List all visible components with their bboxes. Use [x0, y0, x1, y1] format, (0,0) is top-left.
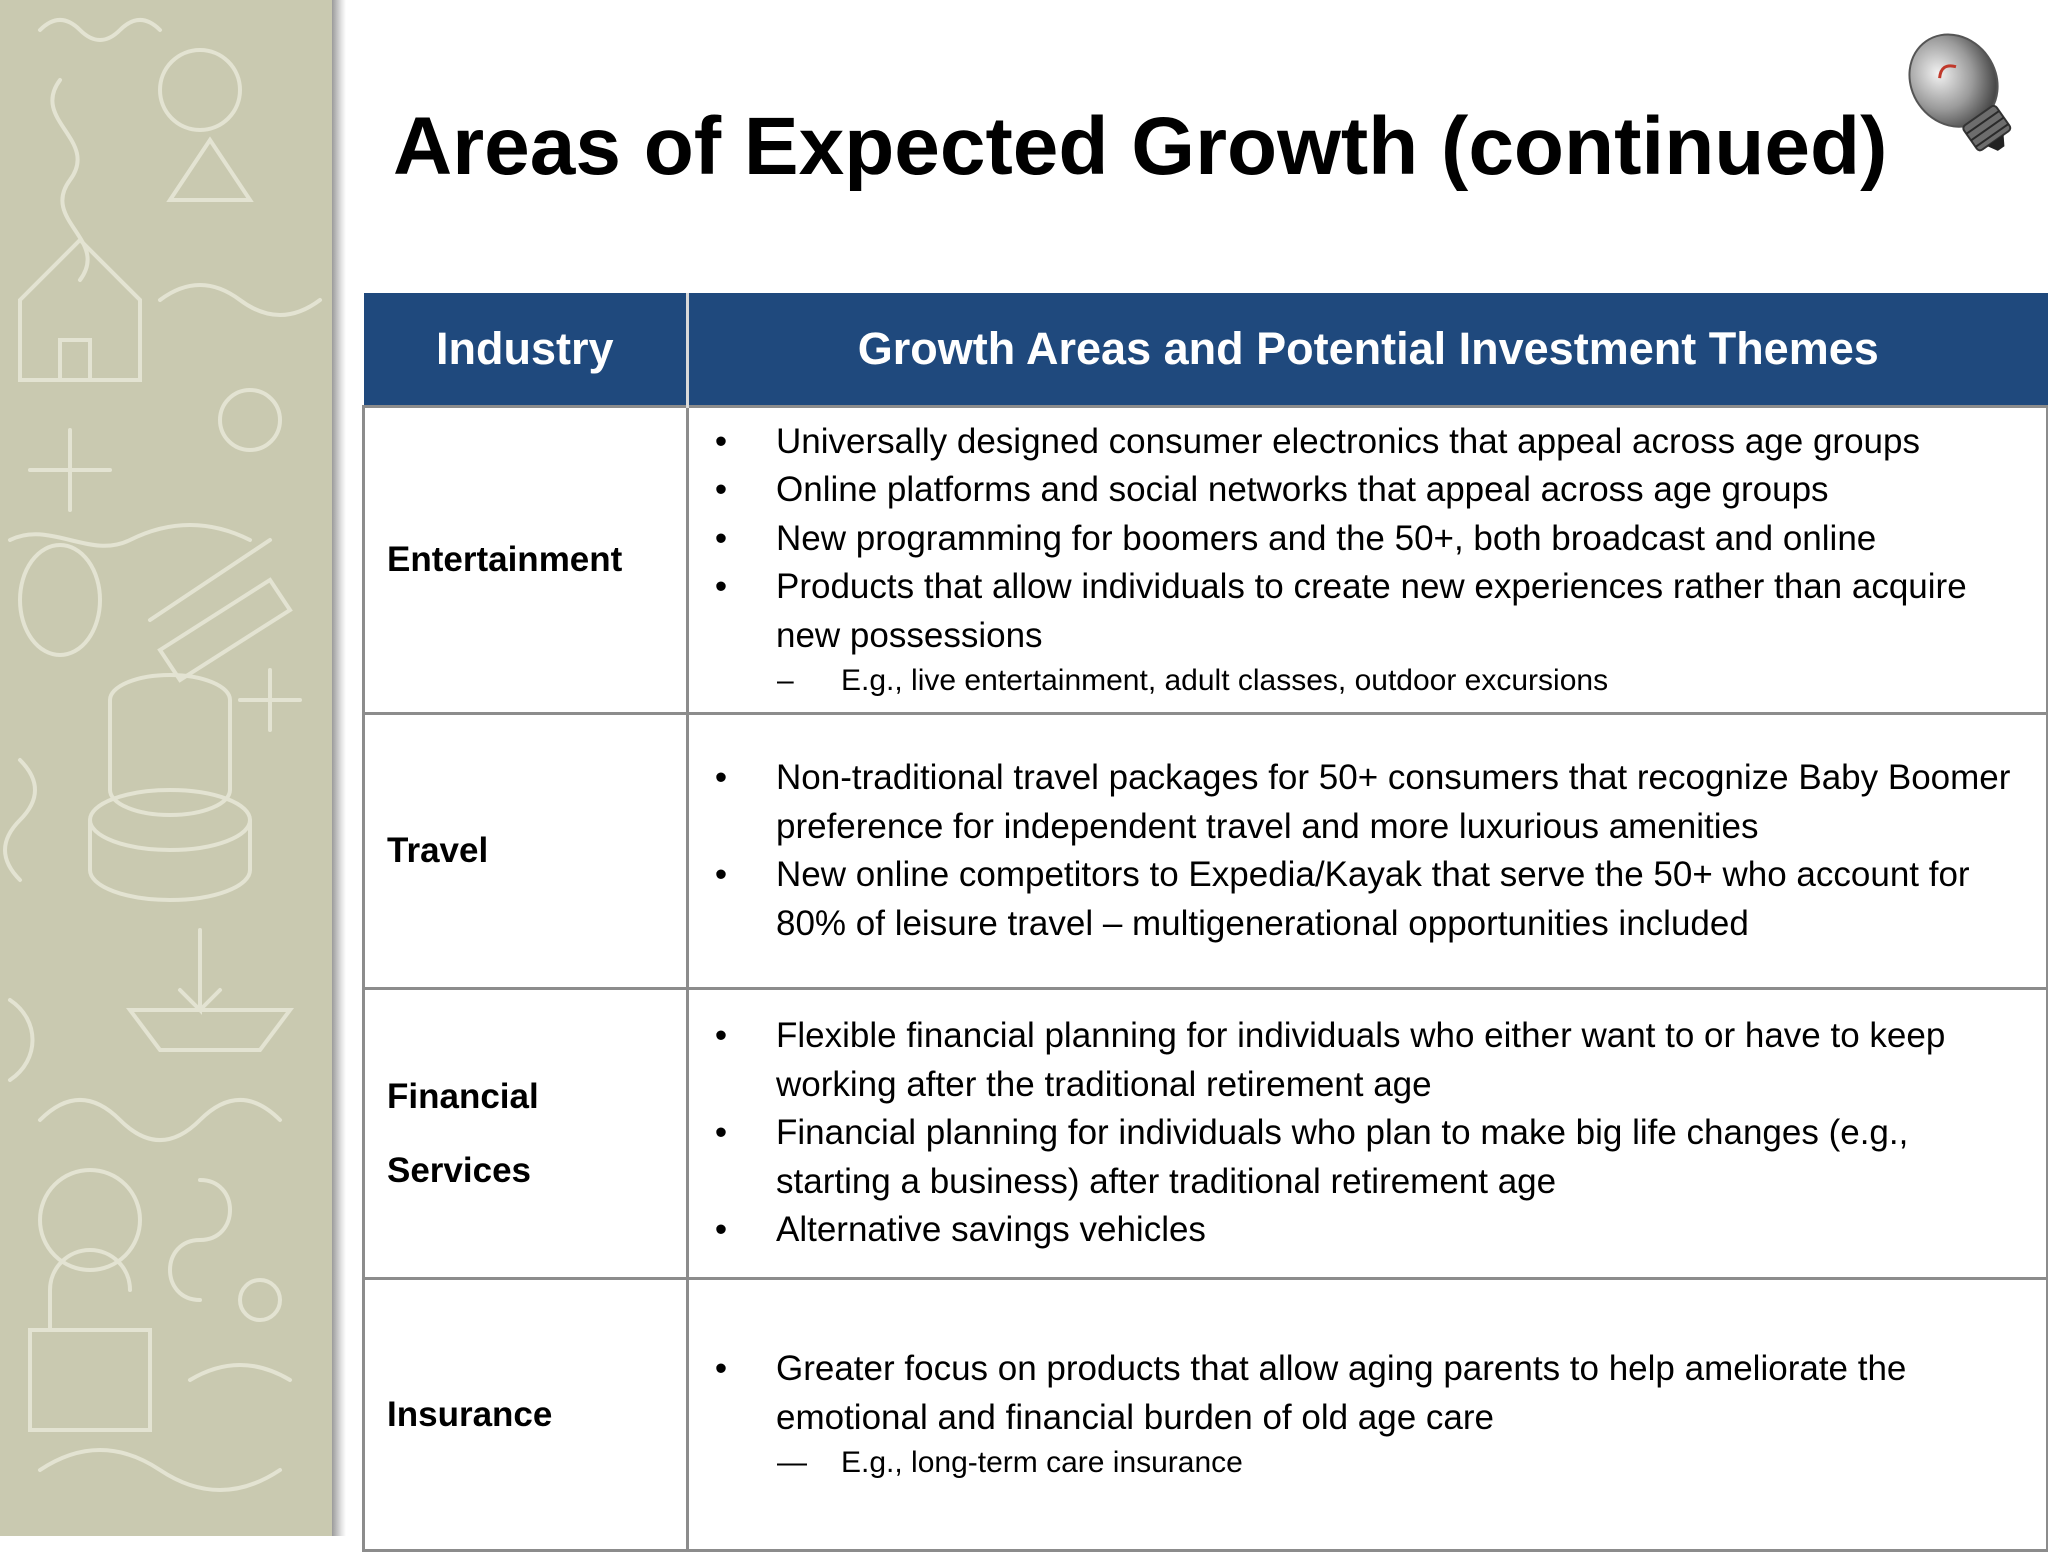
bullet-icon: •: [714, 1016, 728, 1056]
list-item: • Greater focus on products that allow ag…: [689, 1345, 2046, 1442]
header-industry: Industry: [363, 293, 689, 407]
list-item: • New programming for boomers and the 50+…: [689, 515, 2046, 564]
industry-cell: Entertainment: [362, 405, 689, 715]
themes-cell: • Flexible financial planning for individ…: [686, 987, 2048, 1280]
growth-areas-table: Industry Growth Areas and Potential Inve…: [362, 293, 2048, 1552]
list-item: • Flexible financial planning for individ…: [689, 1012, 2046, 1109]
decorative-sidebar: [0, 0, 332, 1536]
themes-cell: • Universally designed consumer electroni…: [686, 405, 2048, 715]
industry-cell: Insurance: [362, 1277, 689, 1552]
lightbulb-icon: [1908, 33, 2012, 152]
list-item: • New online competitors to Expedia/Kayak…: [689, 851, 2046, 948]
themes-cell: • Greater focus on products that allow ag…: [686, 1277, 2048, 1552]
table-row: Financial Services • Flexible financial p…: [362, 987, 2048, 1280]
list-item: • Financial planning for individuals who …: [689, 1109, 2046, 1206]
table-header-row: Industry Growth Areas and Potential Inve…: [363, 293, 2048, 407]
bullet-icon: •: [714, 567, 728, 607]
list-item: • Universally designed consumer electroni…: [689, 418, 2046, 467]
sub-item: — E.g., long-term care insurance: [689, 1442, 2046, 1484]
industry-cell: Travel: [362, 712, 689, 990]
list-item: • Non-traditional travel packages for 50+…: [689, 754, 2046, 851]
dash-icon: —: [777, 1446, 807, 1479]
bullet-icon: •: [714, 1210, 728, 1250]
dash-icon: –: [777, 664, 794, 698]
sub-item: – E.g., live entertainment, adult classes…: [689, 660, 2046, 702]
list-item: • Online platforms and social networks th…: [689, 466, 2046, 515]
list-item: • Products that allow individuals to crea…: [689, 563, 2046, 660]
themes-cell: • Non-traditional travel packages for 50+…: [686, 712, 2048, 990]
list-item: • Alternative savings vehicles: [689, 1206, 2046, 1255]
industry-cell: Financial Services: [362, 987, 689, 1280]
doodle-pattern-icon: [3, 18, 322, 1492]
bullet-icon: •: [714, 421, 728, 461]
bullet-icon: •: [714, 470, 728, 510]
sidebar-shadow-edge: [332, 0, 346, 1536]
table-row: Insurance • Greater focus on products tha…: [362, 1277, 2048, 1552]
bullet-icon: •: [714, 1349, 728, 1388]
table-row: Entertainment • Universally designed cons…: [362, 405, 2048, 715]
header-themes: Growth Areas and Potential Investment Th…: [687, 293, 2048, 407]
bullet-icon: •: [714, 1113, 728, 1153]
bullet-icon: •: [714, 518, 728, 558]
bullet-icon: •: [714, 855, 728, 894]
table-row: Travel • Non-traditional travel packages …: [362, 712, 2048, 990]
bullet-icon: •: [714, 758, 728, 797]
slide-title: Areas of Expected Growth (continued): [393, 101, 1888, 192]
